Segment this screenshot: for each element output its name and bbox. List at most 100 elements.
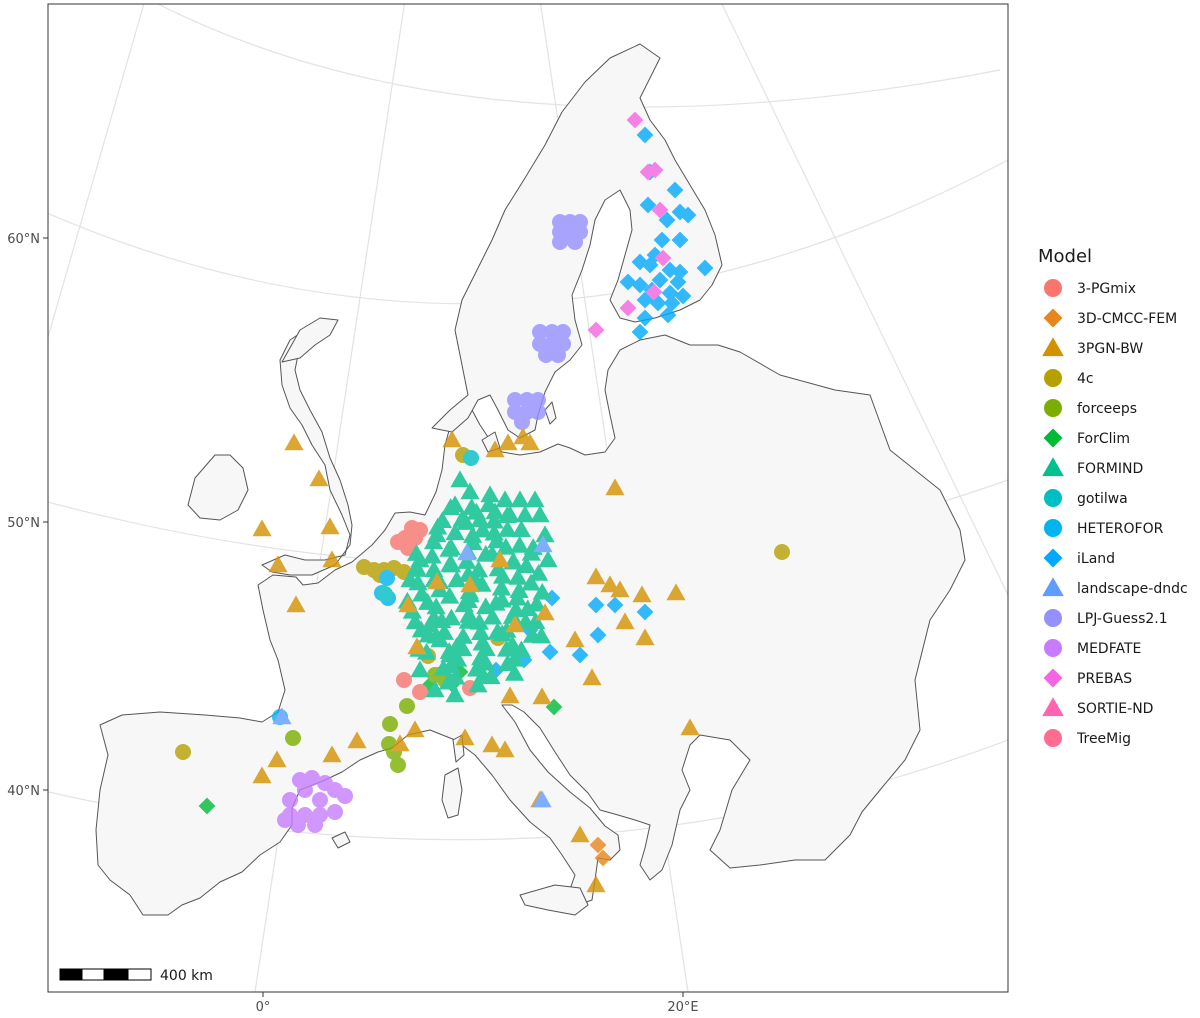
legend-items: 3-PGmix 3D-CMCC-FEM 3PGN-BW 4c forceeps ForCl… <box>1042 279 1188 747</box>
site-3pgn-bw <box>442 430 462 448</box>
site-formind <box>440 645 460 663</box>
site-3pgn-bw <box>252 766 272 784</box>
site-3-pgmix <box>396 672 412 688</box>
site-forceeps <box>382 716 398 732</box>
site-iland <box>671 263 689 281</box>
site-3pgn-bw <box>495 740 515 758</box>
site-3pgn-bw <box>498 433 518 451</box>
site-3pgn-bw <box>322 745 342 763</box>
site-3pgn-bw <box>532 687 552 705</box>
site-3pgn-bw <box>500 686 520 704</box>
site-formind <box>471 623 491 640</box>
legend-key-formind <box>1042 457 1064 477</box>
site-gotilwa <box>377 586 393 602</box>
site-formind <box>463 526 483 543</box>
site-formind <box>504 663 525 681</box>
site-3pgn-bw <box>505 615 525 633</box>
site-formind <box>462 498 482 515</box>
lon-label-20e: 20°E <box>667 1000 698 1015</box>
site-formind <box>440 554 460 572</box>
site-formind <box>430 630 450 648</box>
site-prebas <box>646 161 664 179</box>
site-formind <box>440 586 460 604</box>
site-formind <box>500 505 520 523</box>
site-formind <box>458 611 478 629</box>
site-formind <box>454 595 474 613</box>
site-formind <box>532 582 552 600</box>
site-formind <box>518 599 538 617</box>
site-formind <box>473 520 493 538</box>
site-iland <box>653 231 671 249</box>
legend-label-3pgn-bw: 3PGN-BW <box>1077 341 1143 357</box>
legend-key-4c <box>1044 369 1062 387</box>
site-formind <box>528 563 549 581</box>
model-site-points <box>175 111 790 893</box>
site-3pgn-bw <box>309 469 329 487</box>
site-iland <box>679 206 697 224</box>
site-iland <box>669 273 687 291</box>
site-lpj-guess2-1 <box>532 324 548 340</box>
site-3pgn-bw <box>455 728 475 746</box>
site-iland <box>636 309 654 327</box>
ireland <box>187 454 249 521</box>
site-formind <box>492 590 512 608</box>
legend-key-3d-cmcc-fem <box>1043 308 1063 328</box>
site-medfate <box>337 788 353 804</box>
site-iland <box>651 271 669 289</box>
site-forceeps <box>390 757 406 773</box>
legend-label-sortie-nd: SORTIE-ND <box>1077 701 1153 717</box>
site-landscape-dndc <box>272 707 292 725</box>
site-3pgn-bw <box>268 555 288 573</box>
site-3pgn-bw <box>490 550 510 568</box>
site-formind <box>496 537 516 555</box>
site-iland <box>649 294 667 312</box>
site-3pgn-bw <box>347 731 367 749</box>
legend-key-treemig <box>1044 729 1062 747</box>
site-iland <box>487 661 505 679</box>
site-3pgn-bw <box>405 720 425 738</box>
site-lpj-guess2-1 <box>530 392 546 408</box>
lat-label-40n: 40°N <box>7 784 40 799</box>
site-iland <box>541 643 559 661</box>
legend-key-heterofor <box>1044 519 1062 537</box>
site-formind <box>507 588 527 606</box>
site-formind <box>460 482 480 500</box>
site-3pgn-bw <box>610 580 630 598</box>
site-formind <box>511 640 531 658</box>
site-formind <box>422 546 442 564</box>
sicily <box>519 884 589 916</box>
site-3pgn-bw <box>565 630 585 648</box>
legend-key-lpj-guess2-1 <box>1044 609 1062 627</box>
site-iland <box>674 287 692 305</box>
site-formind <box>428 517 448 535</box>
site-3-pgmix <box>412 522 428 538</box>
site-3pgn-bw <box>407 637 427 655</box>
site-iland <box>666 181 684 199</box>
legend-key-forceeps <box>1044 399 1062 417</box>
site-formind <box>468 560 489 578</box>
site-iland <box>639 196 657 214</box>
site-3pgn-bw <box>605 478 625 496</box>
site-forclim <box>198 797 216 815</box>
site-3pgn-bw <box>252 519 272 537</box>
site-lpj-guess2-1 <box>507 392 523 408</box>
legend-key-3pgn-bw <box>1042 337 1064 357</box>
site-3pgn-bw <box>680 718 700 736</box>
site-formind <box>510 535 530 553</box>
site-3pgn-bw <box>520 433 540 451</box>
site-3pgn-bw <box>586 567 606 585</box>
site-landscape-dndc <box>533 535 553 553</box>
legend-label-iland: iLand <box>1077 551 1115 567</box>
legend-key-iland <box>1043 548 1063 568</box>
gotland <box>544 401 557 425</box>
site-formind <box>406 560 426 577</box>
site-formind <box>410 550 430 568</box>
site-medfate <box>307 817 323 833</box>
site-formind <box>481 667 501 685</box>
meridian-minus-20 <box>48 4 145 340</box>
scale-bar: 400 km <box>59 968 213 984</box>
site-iland <box>636 603 654 621</box>
site-formind <box>492 566 513 584</box>
site-forceeps <box>285 730 301 746</box>
